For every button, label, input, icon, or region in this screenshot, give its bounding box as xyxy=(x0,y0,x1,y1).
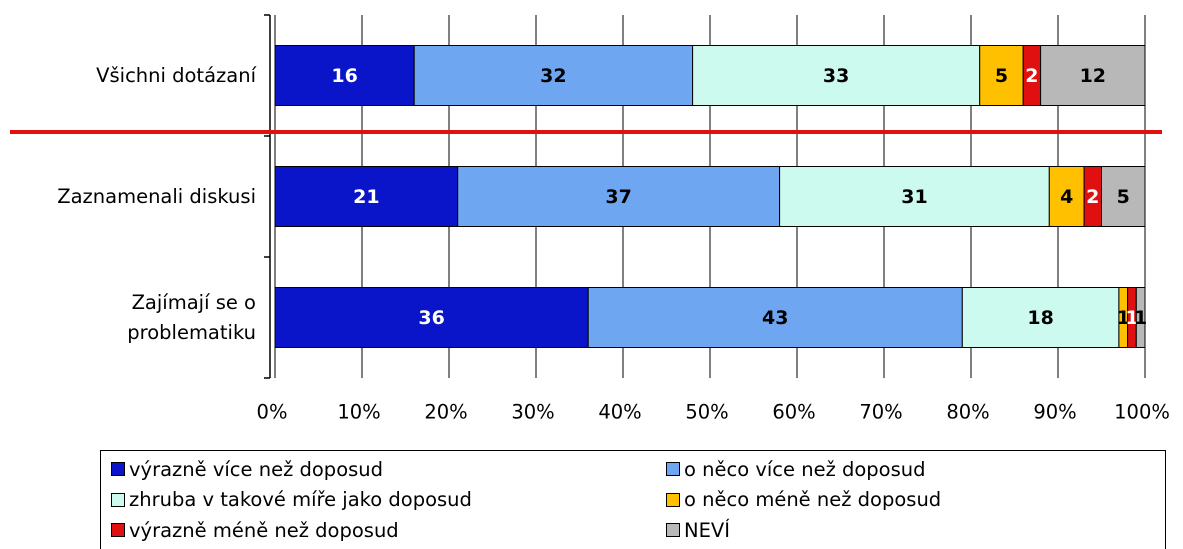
bar-segment xyxy=(1135,287,1146,348)
data-label: 36 xyxy=(418,307,444,329)
data-label: 1 xyxy=(1134,307,1147,329)
legend-swatch xyxy=(111,492,125,507)
legend-label: o něco méně než doposud xyxy=(684,488,942,511)
bar-segment xyxy=(413,45,694,106)
data-label: 33 xyxy=(823,65,849,87)
legend-label: zhruba v takové míře jako doposud xyxy=(129,488,472,511)
category-label: Všichni dotázaní xyxy=(96,63,256,87)
x-tick-label: 60% xyxy=(772,401,815,424)
bar-segment xyxy=(1040,45,1146,106)
data-label: 43 xyxy=(762,307,788,329)
bar-segment xyxy=(587,287,963,348)
legend-item: zhruba v takové míře jako doposud xyxy=(111,486,472,514)
data-label: 5 xyxy=(995,65,1008,87)
data-label: 21 xyxy=(353,186,379,208)
bar-segment xyxy=(692,45,981,106)
bar-segment xyxy=(457,166,781,227)
category-label: Zajímají se o problematiku xyxy=(127,290,256,344)
legend-swatch xyxy=(111,523,125,537)
category-label: Zaznamenali diskusi xyxy=(57,184,256,208)
legend-label: NEVÍ xyxy=(684,518,730,542)
x-tick-label: 20% xyxy=(424,401,467,424)
legend-swatch xyxy=(666,492,680,507)
data-label: 18 xyxy=(1027,307,1053,329)
data-label: 37 xyxy=(605,186,631,208)
legend-item: výrazně méně než doposud xyxy=(111,516,399,544)
bar-segment xyxy=(274,287,589,348)
data-label: 31 xyxy=(901,186,927,208)
x-tick-label: 80% xyxy=(946,401,989,424)
data-label: 2 xyxy=(1086,186,1099,208)
legend-label: výrazně méně než doposud xyxy=(129,518,399,542)
data-label: 2 xyxy=(1025,65,1038,87)
x-tick-label: 0% xyxy=(257,401,288,424)
bar-segment xyxy=(274,166,459,227)
bar-segment xyxy=(1048,166,1085,227)
legend-label: o něco více než doposud xyxy=(684,457,926,481)
data-label: 16 xyxy=(331,65,357,87)
x-tick-label: 70% xyxy=(859,401,902,424)
bar-segment xyxy=(979,45,1024,106)
x-tick-label: 50% xyxy=(685,401,728,424)
x-tick-label: 40% xyxy=(598,401,641,424)
x-tick-label: 10% xyxy=(337,401,380,424)
legend-item: NEVÍ xyxy=(666,516,730,544)
legend: výrazně více než doposud o něco více než … xyxy=(100,450,1166,549)
data-label: 4 xyxy=(1060,186,1073,208)
data-label: 5 xyxy=(1117,186,1130,208)
data-label: 32 xyxy=(540,65,566,87)
bar-segment xyxy=(1101,166,1146,227)
legend-item: o něco více než doposud xyxy=(666,455,926,483)
legend-item: výrazně více než doposud xyxy=(111,455,383,483)
x-tick-label: 100% xyxy=(1114,401,1170,424)
data-label: 1 xyxy=(1117,307,1130,329)
legend-swatch xyxy=(666,462,680,476)
legend-item: o něco méně než doposud xyxy=(666,486,941,514)
bar-segment xyxy=(779,166,1050,227)
data-label: 12 xyxy=(1080,65,1106,87)
legend-swatch xyxy=(666,523,680,537)
legend-label: výrazně více než doposud xyxy=(129,457,384,481)
x-tick-label: 30% xyxy=(511,401,554,424)
data-label: 1 xyxy=(1125,307,1138,329)
x-tick-label: 90% xyxy=(1033,401,1076,424)
legend-swatch xyxy=(111,462,125,476)
